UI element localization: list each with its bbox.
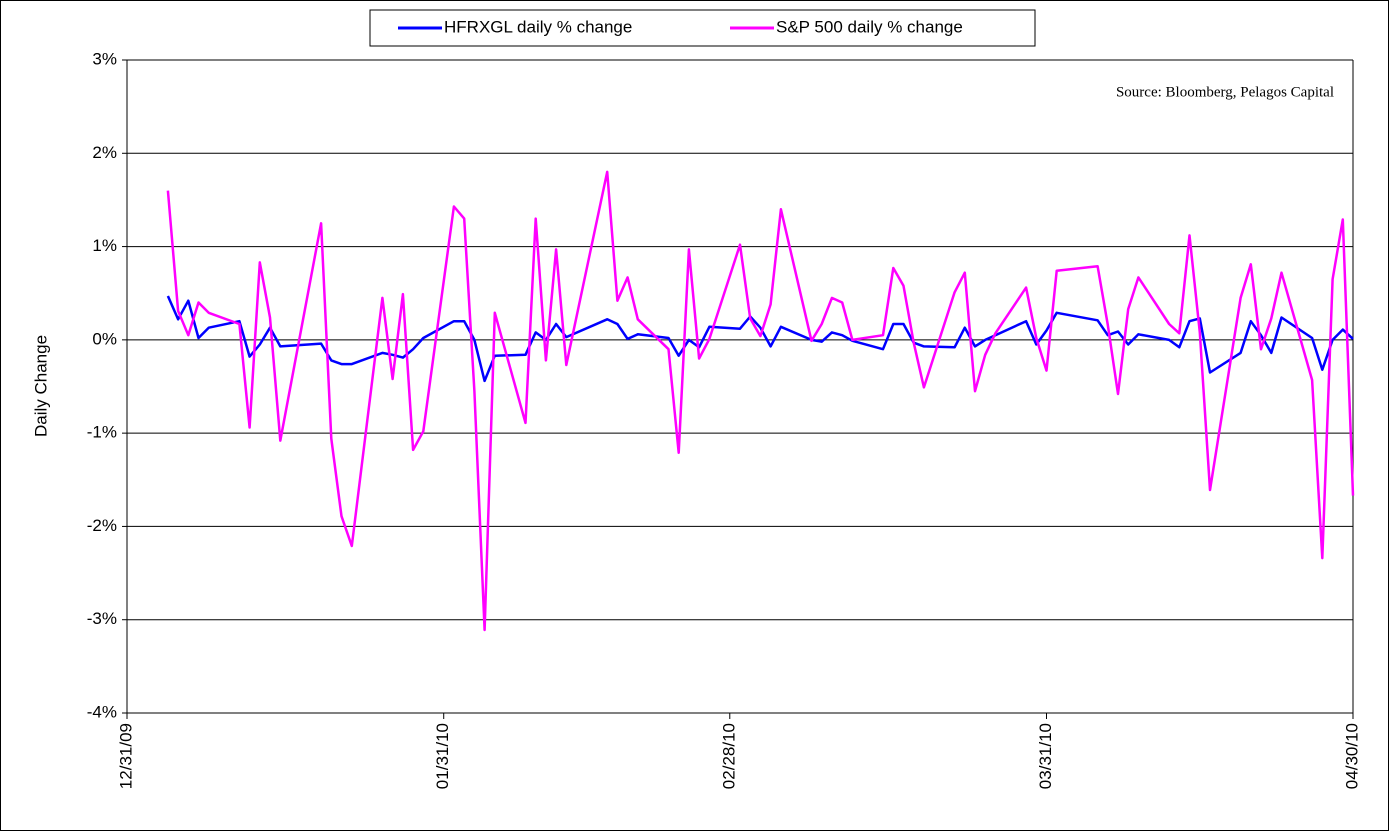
y-tick-label: -2% [87, 516, 117, 535]
y-tick-label: -3% [87, 609, 117, 628]
y-tick-label: 2% [92, 143, 117, 162]
legend-box [369, 9, 1036, 47]
annotation: Source: Bloomberg, Pelagos Capital [1116, 84, 1334, 100]
series-line [166, 170, 1355, 632]
x-tick-label: 02/28/10 [719, 723, 738, 789]
series-line [166, 295, 1354, 383]
y-tick-label: -4% [87, 702, 117, 721]
y-axis-label: Daily Change [31, 335, 50, 437]
x-tick-label: 12/31/09 [116, 723, 135, 789]
y-tick-label: 0% [92, 329, 117, 348]
legend-label: S&P 500 daily % change [776, 17, 963, 36]
y-tick-label: 1% [92, 236, 117, 255]
legend-label: HFRXGL daily % change [444, 17, 632, 36]
y-tick-label: -1% [87, 423, 117, 442]
x-tick-label: 01/31/10 [433, 723, 452, 789]
x-tick-label: 03/31/10 [1036, 723, 1055, 789]
x-tick-label: 04/30/10 [1342, 723, 1361, 789]
y-tick-label: 3% [92, 49, 117, 68]
